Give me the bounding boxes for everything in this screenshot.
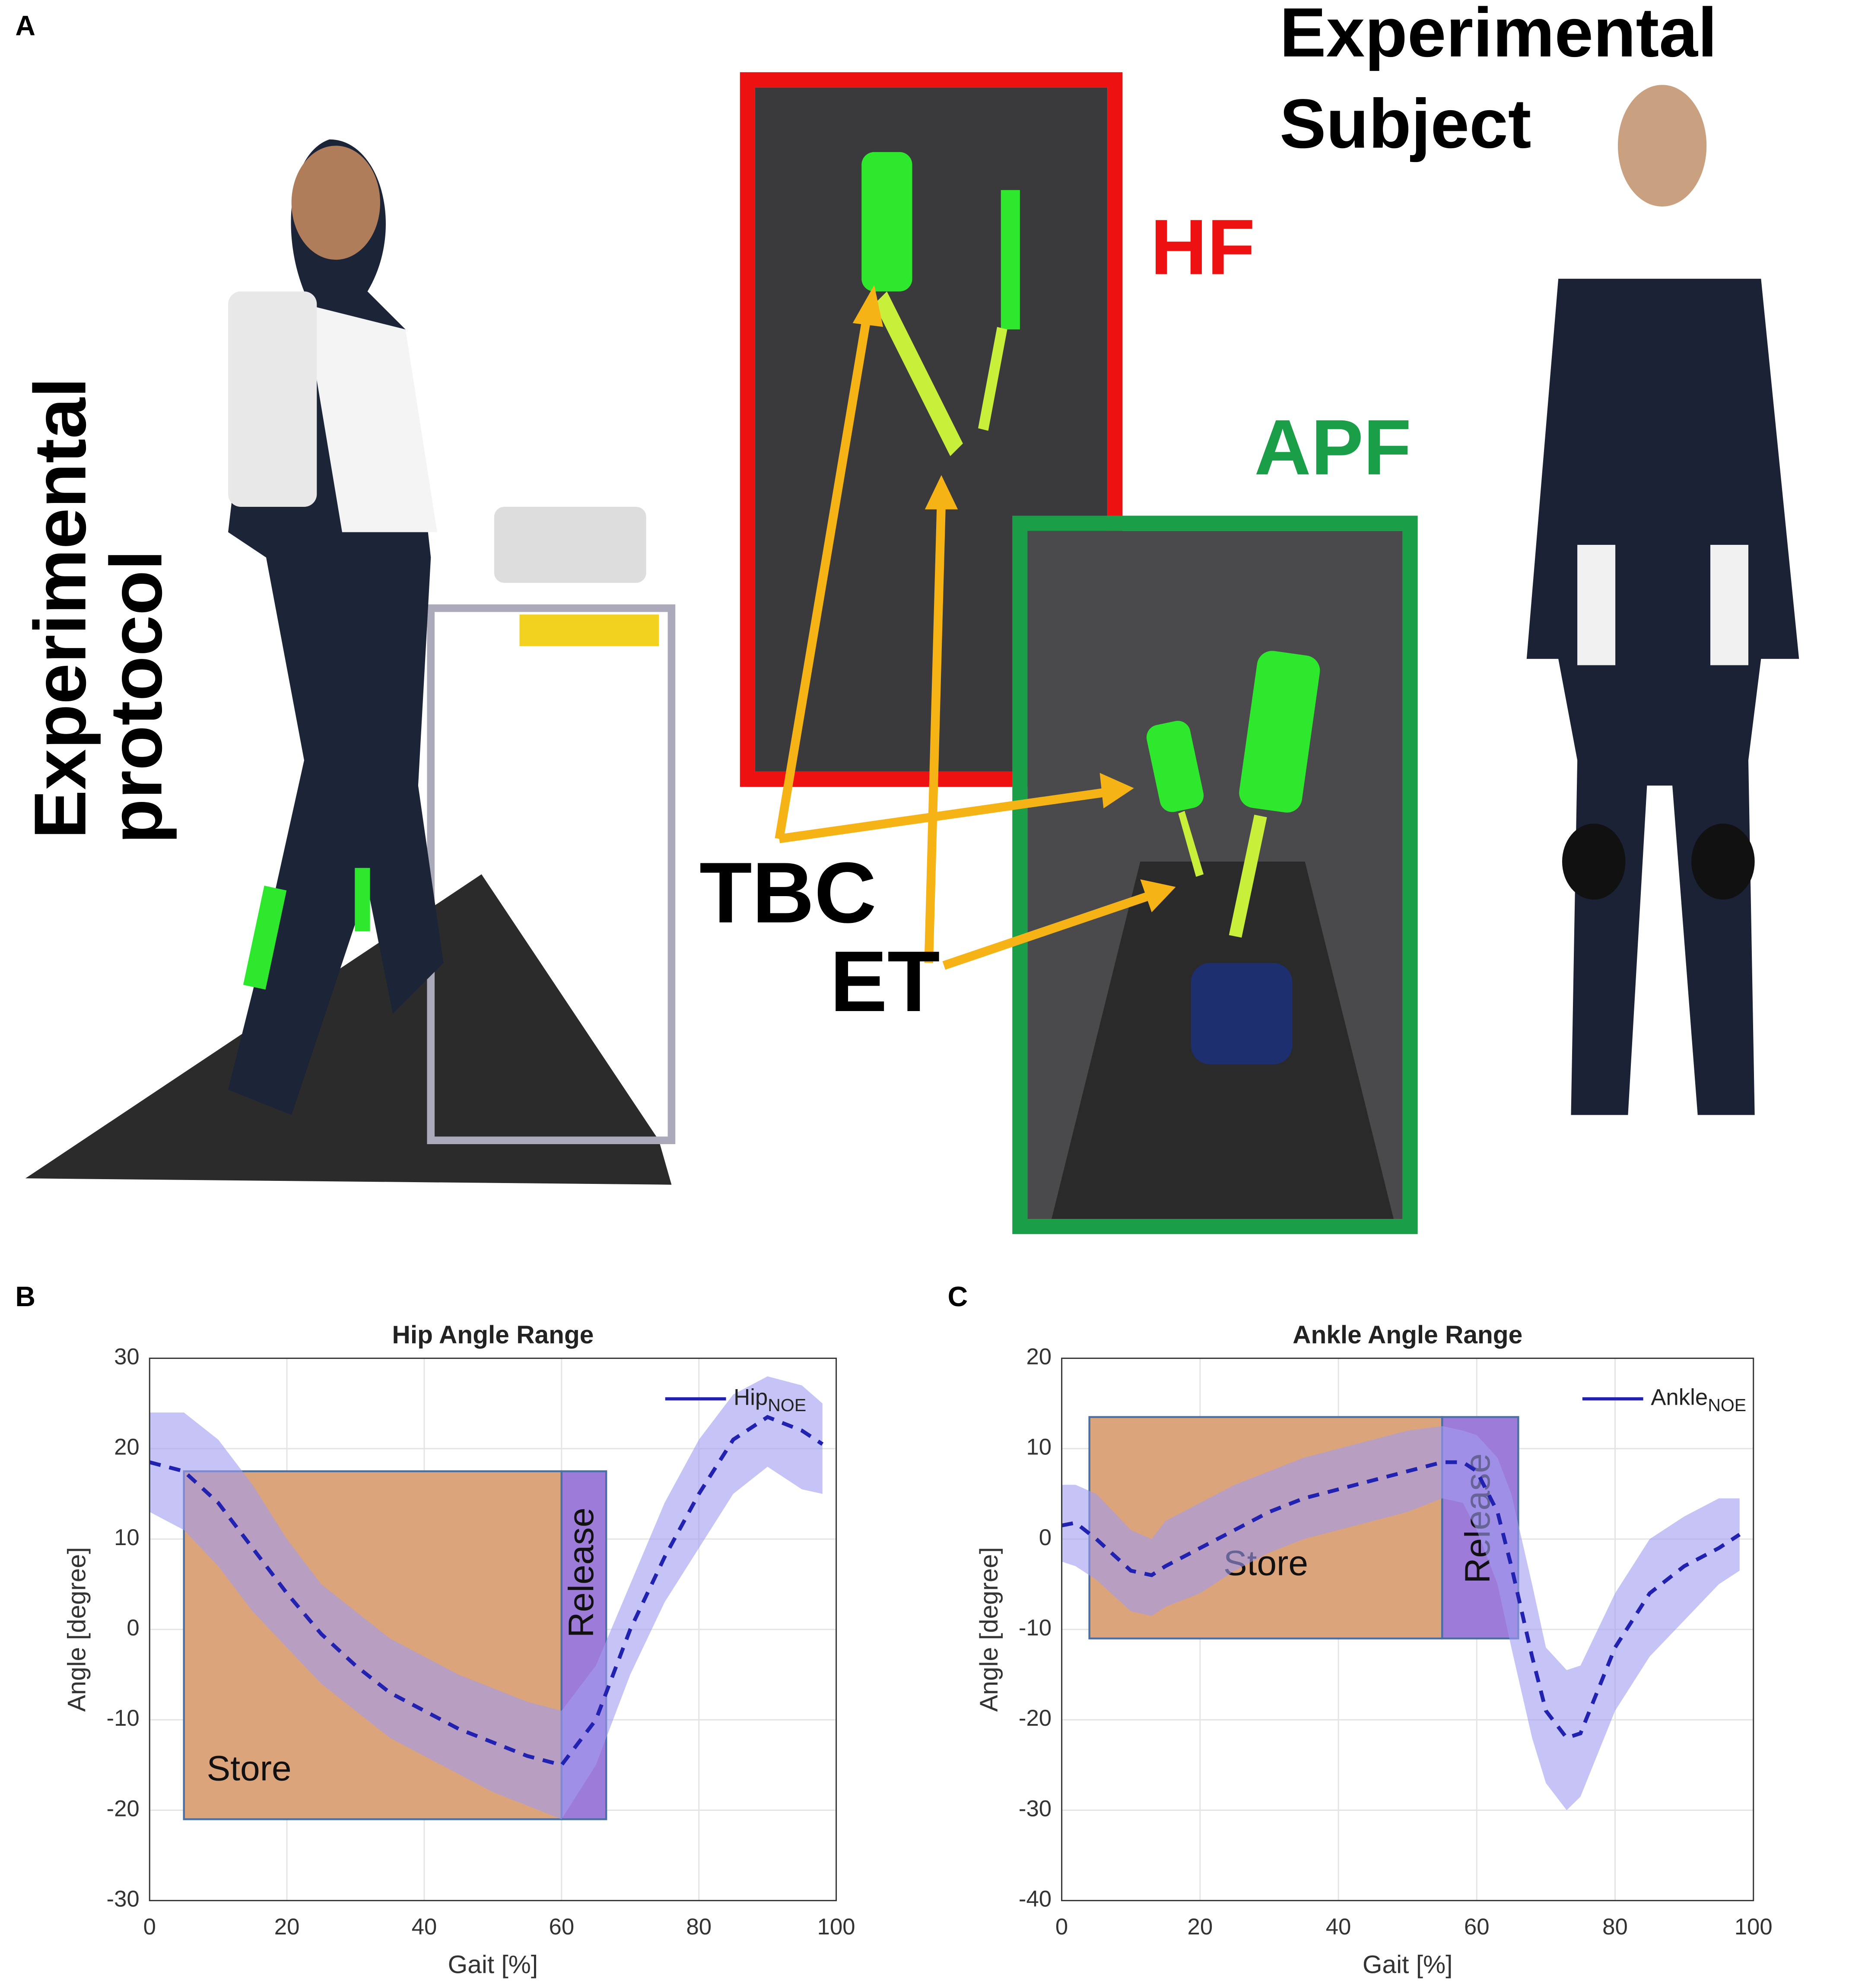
panel-label: A (15, 10, 35, 41)
y-tick-label: 30 (114, 1344, 140, 1370)
legend-subscript: NOE (1708, 1395, 1746, 1415)
axes-box (1061, 1358, 1754, 1902)
y-tick-label: -10 (1019, 1615, 1052, 1641)
y-tick-label: -40 (1019, 1886, 1052, 1912)
right-title: Subject (1280, 85, 1531, 163)
x-tick-label: 100 (817, 1914, 855, 1940)
region-label: Store (207, 1749, 292, 1788)
y-tick-label: -10 (107, 1705, 140, 1731)
apf-frame (1012, 515, 1418, 1234)
y-axis-label: Angle [degree] (975, 1547, 1003, 1711)
legend-name: Ankle (1651, 1384, 1708, 1410)
left-title: Experimental (19, 378, 102, 839)
y-tick-label: 0 (1039, 1525, 1052, 1550)
y-tick-label: 10 (114, 1525, 140, 1550)
x-tick-label: 60 (549, 1914, 575, 1940)
x-tick-label: 60 (1464, 1914, 1490, 1940)
legend-label: AnkleNOE (1651, 1384, 1746, 1415)
left-title: protocol (95, 550, 178, 844)
panel-label: C (948, 1281, 968, 1312)
arrows (775, 285, 1176, 970)
tbc-label: TBC (699, 845, 877, 941)
legend-label: HipNOE (734, 1384, 806, 1415)
y-axis-label: Angle [degree] (63, 1547, 91, 1711)
series-line (1061, 1460, 1741, 1740)
photo-protocol (25, 139, 676, 1185)
x-tick-label: 20 (1187, 1914, 1213, 1940)
y-tick-label: -20 (107, 1796, 140, 1821)
y-tick-label: 20 (1026, 1344, 1052, 1370)
y-tick-label: 20 (114, 1435, 140, 1460)
x-axis-label: Gait [%] (1363, 1951, 1453, 1979)
band (149, 1376, 823, 1819)
photo-subject (1526, 85, 1799, 1115)
axes-box (149, 1358, 837, 1902)
y-tick-label: 10 (1026, 1435, 1052, 1460)
x-tick-label: 0 (1055, 1914, 1068, 1940)
et-label: ET (830, 933, 940, 1030)
panel-label: B (15, 1281, 35, 1312)
right-title: Experimental (1280, 0, 1717, 72)
x-tick-label: 80 (1602, 1914, 1628, 1940)
x-tick-label: 40 (412, 1914, 437, 1940)
x-tick-label: 20 (274, 1914, 300, 1940)
band (1061, 1426, 1740, 1810)
y-tick-label: 0 (127, 1615, 139, 1641)
y-tick-label: -30 (107, 1886, 140, 1912)
y-tick-label: -30 (1019, 1796, 1052, 1821)
legend-subscript: NOE (768, 1395, 806, 1415)
chart-title: Ankle Angle Range (1293, 1321, 1522, 1349)
apf-label: APF (1254, 403, 1411, 491)
chart-title: Hip Angle Range (392, 1321, 594, 1349)
region-label: Release (562, 1508, 601, 1638)
x-tick-label: 80 (686, 1914, 712, 1940)
legend-name: Hip (734, 1384, 768, 1410)
hf-label: HF (1150, 203, 1255, 291)
x-axis-label: Gait [%] (448, 1951, 538, 1979)
photo-apf (1027, 531, 1403, 1219)
x-tick-label: 100 (1735, 1914, 1773, 1940)
x-tick-label: 40 (1326, 1914, 1351, 1940)
series-line (149, 1415, 824, 1767)
y-tick-label: -20 (1019, 1705, 1052, 1731)
x-tick-label: 0 (143, 1914, 156, 1940)
